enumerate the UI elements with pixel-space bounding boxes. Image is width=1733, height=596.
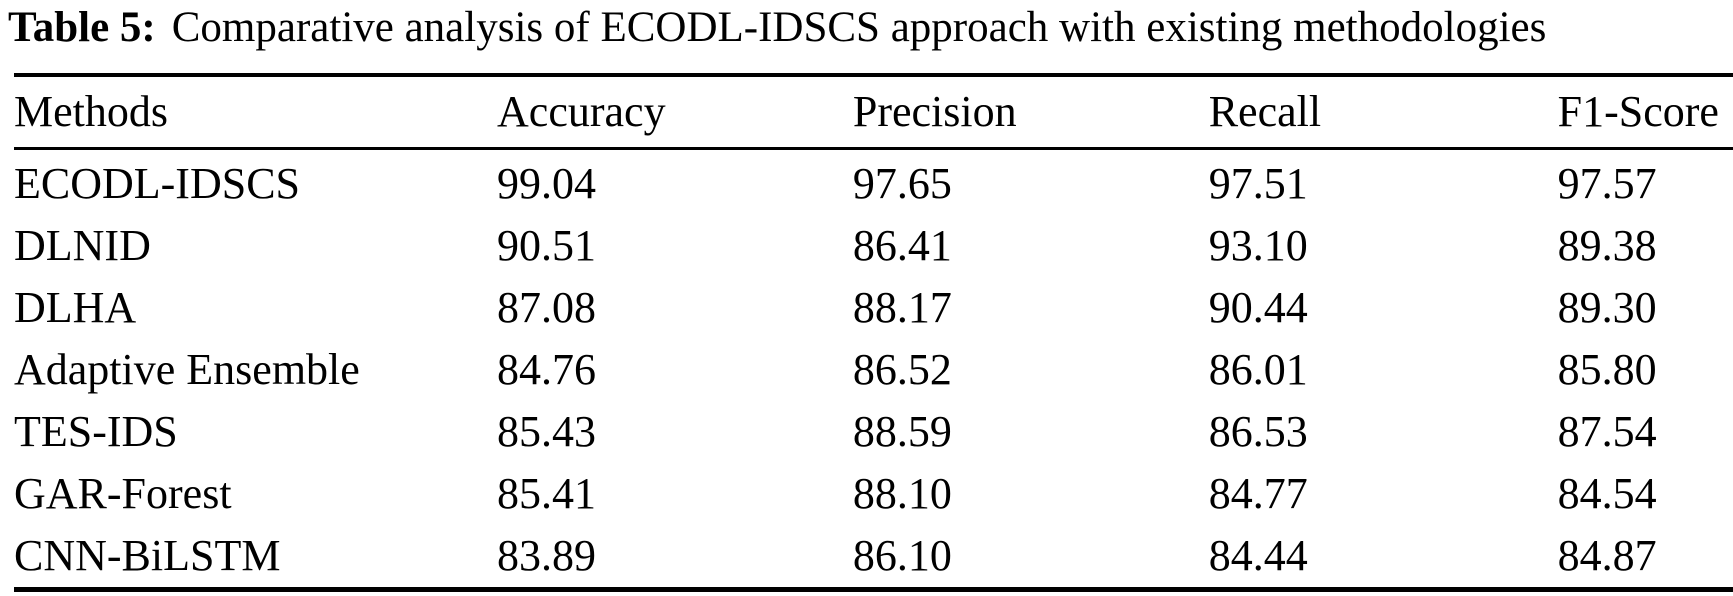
table-number-label: Table 5:	[8, 4, 156, 51]
value-cell: 99.04	[497, 159, 597, 208]
value-cell: 86.41	[852, 221, 952, 270]
value-cell: 83.89	[497, 531, 597, 580]
method-cell: GAR-Forest	[14, 469, 232, 518]
table-caption: Table 5: Comparative analysis of ECODL-ID…	[8, 2, 1729, 54]
value-cell: 84.54	[1557, 469, 1657, 518]
value-cell: 84.44	[1208, 531, 1308, 580]
value-cell: 84.76	[497, 345, 597, 394]
table-row: GAR-Forest 85.41 88.10 84.77 84.54	[14, 463, 1733, 525]
value-cell: 97.65	[852, 159, 952, 208]
value-cell: 87.08	[497, 283, 597, 332]
value-cell: 85.80	[1557, 345, 1657, 394]
column-header-f1score: F1-Score	[1557, 75, 1733, 150]
value-cell: 90.44	[1208, 283, 1308, 332]
value-cell: 97.51	[1208, 159, 1308, 208]
table-row: DLHA 87.08 88.17 90.44 89.30	[14, 277, 1733, 339]
value-cell: 88.17	[852, 283, 952, 332]
table-row: ECODL-IDSCS 99.04 97.65 97.51 97.57	[14, 149, 1733, 216]
value-cell: 88.10	[852, 469, 952, 518]
table-row: TES-IDS 85.43 88.59 86.53 87.54	[14, 401, 1733, 463]
value-cell: 97.57	[1557, 159, 1657, 208]
method-cell: Adaptive Ensemble	[14, 345, 360, 394]
value-cell: 86.53	[1208, 407, 1308, 456]
value-cell: 84.87	[1557, 531, 1657, 580]
method-cell: ECODL-IDSCS	[14, 159, 301, 208]
column-header-recall: Recall	[1208, 75, 1558, 150]
results-table: Methods Accuracy Precision Recall F1-Sco…	[14, 73, 1733, 592]
value-cell: 86.10	[852, 531, 952, 580]
table-caption-text: Comparative analysis of ECODL-IDSCS appr…	[171, 4, 1547, 51]
value-cell: 88.59	[852, 407, 952, 456]
value-cell: 93.10	[1208, 221, 1308, 270]
value-cell: 86.52	[852, 345, 952, 394]
column-header-precision: Precision	[852, 75, 1209, 150]
value-cell: 84.77	[1208, 469, 1308, 518]
column-header-methods: Methods	[14, 75, 498, 150]
table-row: CNN-BiLSTM 83.89 86.10 84.44 84.87	[14, 525, 1733, 590]
value-cell: 85.41	[497, 469, 597, 518]
value-cell: 90.51	[497, 221, 597, 270]
value-cell: 86.01	[1208, 345, 1308, 394]
method-cell: CNN-BiLSTM	[14, 531, 281, 580]
method-cell: DLHA	[14, 283, 137, 332]
table-row: Adaptive Ensemble 84.76 86.52 86.01 85.8…	[14, 339, 1733, 401]
value-cell: 85.43	[497, 407, 597, 456]
column-header-accuracy: Accuracy	[497, 75, 853, 150]
method-cell: DLNID	[14, 221, 151, 270]
value-cell: 89.38	[1557, 221, 1657, 270]
value-cell: 87.54	[1557, 407, 1657, 456]
header-row: Methods Accuracy Precision Recall F1-Sco…	[14, 75, 1733, 150]
method-cell: TES-IDS	[14, 407, 178, 456]
value-cell: 89.30	[1557, 283, 1657, 332]
table-row: DLNID 90.51 86.41 93.10 89.38	[14, 215, 1733, 277]
